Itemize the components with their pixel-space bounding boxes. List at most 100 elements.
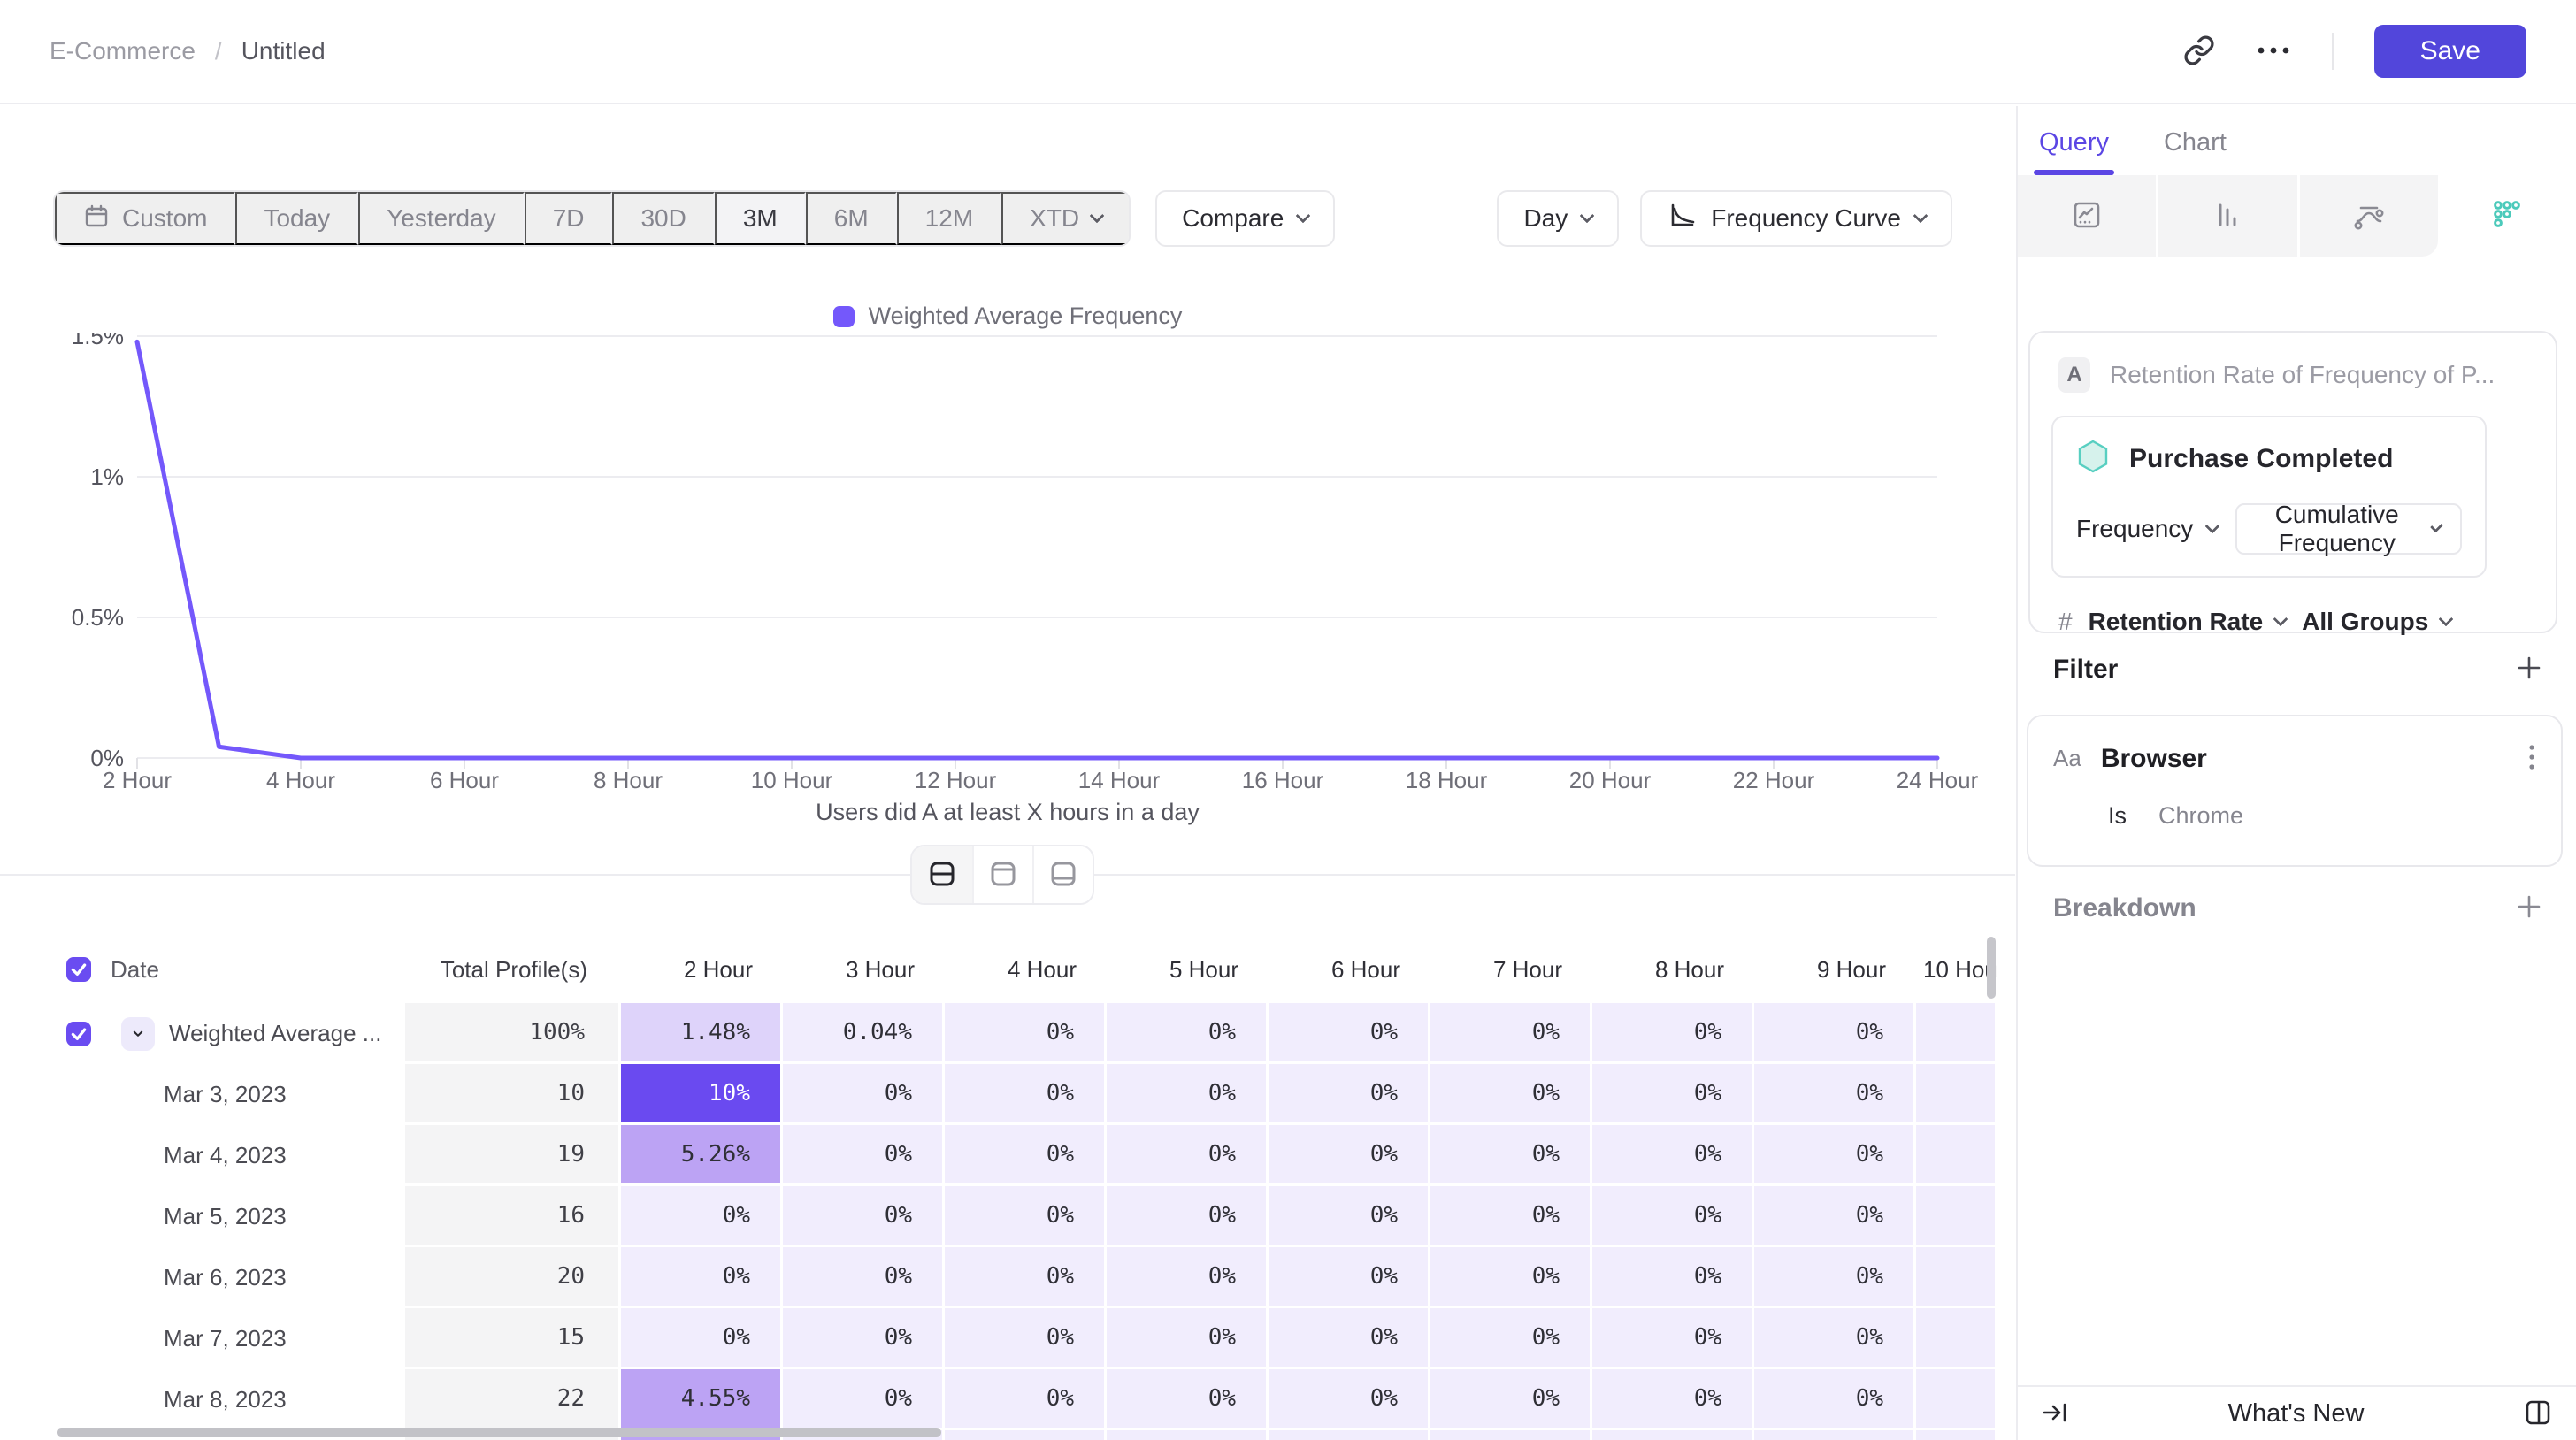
measure-mode-select[interactable]: Cumulative Frequency <box>2235 501 2462 556</box>
filter-property[interactable]: Browser <box>2100 743 2207 773</box>
retention-report-tab[interactable] <box>2437 175 2576 257</box>
date-range-group: Custom Today Yesterday 7D 30D 3M 6M 12M XTD <box>53 190 1131 247</box>
row-gutter <box>0 1369 66 1430</box>
value-cell <box>1916 1003 1997 1064</box>
value-cell: 0% <box>1430 1308 1592 1369</box>
event-card[interactable]: Purchase Completed Frequency Cumulative … <box>2051 416 2487 578</box>
layout-table-only-button[interactable] <box>1032 846 1092 903</box>
column-header-hour[interactable]: 8 Hour <box>1654 955 1724 983</box>
column-header-hour[interactable]: 4 Hour <box>1007 955 1077 983</box>
calendar-icon <box>83 203 110 235</box>
breadcrumb-parent[interactable]: E-Commerce <box>50 37 196 65</box>
layout-chart-only-button[interactable] <box>972 846 1032 903</box>
measure-select[interactable]: Frequency <box>2076 515 2220 543</box>
breadcrumb-current[interactable]: Untitled <box>241 37 326 65</box>
more-options-button[interactable] <box>2256 45 2291 58</box>
aggregation-select[interactable]: Retention Rate <box>2089 608 2288 636</box>
event-name[interactable]: Purchase Completed <box>2129 443 2394 473</box>
column-header-hour[interactable]: 5 Hour <box>1169 955 1238 983</box>
save-button[interactable]: Save <box>2373 25 2526 78</box>
column-header-hour[interactable]: 10 Hour <box>1923 955 1997 983</box>
step-letter-badge: A <box>2058 357 2090 393</box>
x-axis-tick-label: 20 Hour <box>1569 767 1652 793</box>
value-cell: 5.26% <box>621 1125 783 1186</box>
row-label-cell: Mar 7, 2023 <box>109 1308 405 1369</box>
copy-link-button[interactable] <box>2183 34 2215 69</box>
chevron-down-icon <box>1913 208 1928 224</box>
total-profiles-cell: 15 <box>405 1308 621 1369</box>
value-cell: 0% <box>1269 1369 1430 1430</box>
compare-button[interactable]: Compare <box>1155 190 1336 247</box>
range-12m[interactable]: 12M <box>896 192 1002 245</box>
funnels-report-tab[interactable] <box>2158 175 2300 257</box>
value-cell <box>1107 1430 1269 1440</box>
add-breakdown-button[interactable] <box>2514 892 2544 924</box>
column-header-hour[interactable]: 7 Hour <box>1492 955 1562 983</box>
kebab-icon <box>2527 741 2536 776</box>
side-panel-toggle-button[interactable] <box>2523 1398 2553 1430</box>
breakdown-heading: Breakdown <box>2053 892 2196 923</box>
tab-chart[interactable]: Chart <box>2164 128 2227 175</box>
value-cell: 0% <box>1107 1308 1269 1369</box>
range-xtd[interactable]: XTD <box>1001 192 1130 245</box>
value-cell: 0% <box>783 1369 945 1430</box>
column-header-hour[interactable]: 2 Hour <box>683 955 753 983</box>
filter-value[interactable]: Chrome <box>2158 802 2244 829</box>
plus-icon <box>2514 892 2544 924</box>
range-custom[interactable]: Custom <box>55 192 236 245</box>
value-cell: 0% <box>945 1186 1107 1247</box>
x-axis-tick-label: 4 Hour <box>266 767 335 793</box>
value-cell: 0% <box>945 1064 1107 1125</box>
chevron-down-icon <box>1579 208 1595 224</box>
whats-new-link[interactable]: What's New <box>2227 1398 2365 1428</box>
range-yesterday[interactable]: Yesterday <box>358 192 525 245</box>
row-checkbox[interactable] <box>66 1021 91 1046</box>
link-icon <box>2183 34 2215 69</box>
column-header-hour[interactable]: 9 Hour <box>1816 955 1886 983</box>
granularity-button[interactable]: Day <box>1497 190 1620 247</box>
horizontal-scrollbar[interactable] <box>57 1428 941 1437</box>
select-all-checkbox[interactable] <box>66 957 91 982</box>
layout-split-button[interactable] <box>912 846 972 903</box>
tab-query[interactable]: Query <box>2034 128 2114 175</box>
range-6m[interactable]: 6M <box>805 192 897 245</box>
collapse-panel-button[interactable] <box>2041 1398 2069 1429</box>
range-7d[interactable]: 7D <box>524 192 613 245</box>
row-expander-button[interactable] <box>121 1016 155 1051</box>
value-cell: 0% <box>1754 1186 1916 1247</box>
value-cell <box>1916 1186 1997 1247</box>
value-cell: 0% <box>1592 1308 1754 1369</box>
value-cell: 0% <box>1430 1003 1592 1064</box>
query-title-input[interactable]: Retention Rate of Frequency of P... <box>2110 361 2496 388</box>
column-header-hour[interactable]: 6 Hour <box>1330 955 1400 983</box>
chevron-down-icon <box>1089 208 1105 224</box>
value-cell: 0% <box>1269 1003 1430 1064</box>
x-axis-tick-label: 8 Hour <box>594 767 663 793</box>
range-30d[interactable]: 30D <box>612 192 715 245</box>
chart-type-button[interactable]: Frequency Curve <box>1640 190 1952 247</box>
row-label: Weighted Average ... <box>169 1020 382 1046</box>
column-header-date[interactable]: Date <box>111 955 159 983</box>
filter-operator[interactable]: Is <box>2108 802 2128 829</box>
table-row: Mar 6, 2023 20 0% 0% 0% 0% 0% 0% 0% 0% <box>0 1247 1997 1308</box>
vertical-scrollbar[interactable] <box>1987 937 1996 999</box>
total-profiles-cell: 20 <box>405 1247 621 1308</box>
value-cell: 0% <box>945 1125 1107 1186</box>
column-header-total[interactable]: Total Profile(s) <box>440 955 587 983</box>
add-filter-button[interactable] <box>2514 653 2544 686</box>
compare-label: Compare <box>1182 204 1284 232</box>
x-axis-tick-label: 24 Hour <box>1897 767 1979 793</box>
filter-menu-button[interactable] <box>2527 741 2536 776</box>
flows-report-tab[interactable] <box>2299 175 2438 257</box>
value-cell: 1.48% <box>621 1003 783 1064</box>
insights-report-tab[interactable] <box>2018 175 2159 257</box>
groups-label: All Groups <box>2302 608 2429 635</box>
value-cell <box>1916 1308 1997 1369</box>
value-cell: 0% <box>1430 1064 1592 1125</box>
column-header-hour[interactable]: 3 Hour <box>845 955 915 983</box>
groups-select[interactable]: All Groups <box>2302 608 2454 636</box>
range-3m[interactable]: 3M <box>714 192 806 245</box>
row-checkbox-cell <box>66 1186 109 1247</box>
row-label-cell: Mar 5, 2023 <box>109 1186 405 1247</box>
range-today[interactable]: Today <box>235 192 359 245</box>
